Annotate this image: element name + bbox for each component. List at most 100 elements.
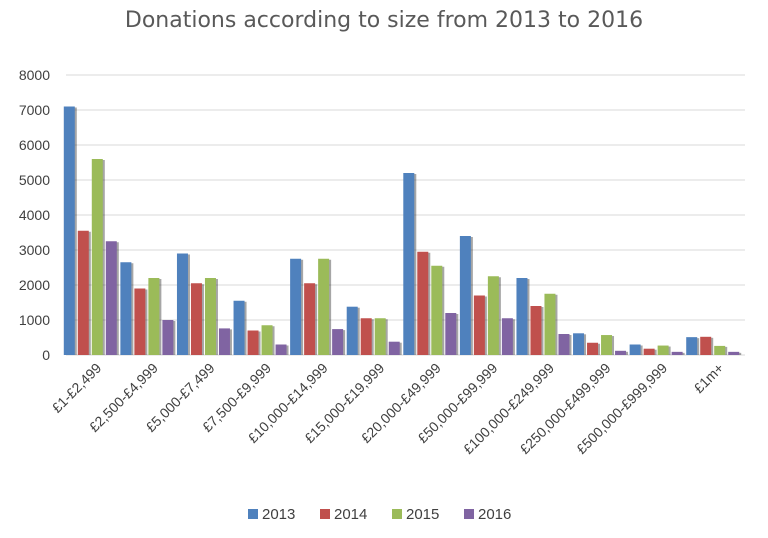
y-tick-label: 6000 bbox=[19, 137, 50, 153]
bar bbox=[473, 295, 485, 355]
bar-shadow bbox=[710, 337, 714, 355]
bar-shadow bbox=[483, 296, 487, 355]
bar-shadow bbox=[87, 231, 91, 355]
bar-shadow bbox=[583, 334, 587, 355]
bar bbox=[261, 325, 273, 355]
bar bbox=[487, 276, 499, 355]
legend-swatch bbox=[392, 509, 402, 519]
bar bbox=[218, 328, 230, 355]
y-axis: 0 1000 2000 3000 4000 5000 6000 7000 8000 bbox=[19, 67, 50, 363]
bar-shadow bbox=[724, 346, 728, 355]
bar bbox=[615, 350, 627, 355]
x-axis: £1-£2,499£2,500-£4,999£5,000-£7,499£7,50… bbox=[49, 360, 727, 457]
legend-label: 2016 bbox=[478, 506, 511, 523]
bar bbox=[587, 342, 599, 355]
bar bbox=[629, 344, 641, 355]
bar-shadow bbox=[497, 277, 501, 355]
bar bbox=[275, 344, 287, 355]
bar bbox=[290, 258, 302, 355]
legend-label: 2013 bbox=[262, 506, 295, 523]
bar-shadow bbox=[186, 254, 190, 355]
bar bbox=[120, 262, 132, 355]
bar bbox=[134, 288, 146, 355]
bar-shadow bbox=[370, 319, 374, 355]
bar bbox=[91, 159, 103, 355]
bar bbox=[388, 341, 400, 355]
bar bbox=[601, 335, 613, 355]
y-tick-label: 4000 bbox=[19, 207, 50, 223]
bar bbox=[671, 351, 683, 355]
bar bbox=[176, 253, 188, 355]
bar bbox=[247, 330, 259, 355]
bar bbox=[714, 345, 726, 355]
bar-shadow bbox=[667, 346, 671, 355]
bar-shadow bbox=[526, 279, 530, 355]
y-tick-label: 5000 bbox=[19, 172, 50, 188]
legend-swatch bbox=[464, 509, 474, 519]
bar bbox=[360, 318, 372, 355]
bar-shadow bbox=[356, 307, 360, 355]
bar-shadow bbox=[568, 335, 572, 355]
bar-shadow bbox=[243, 301, 247, 355]
bar bbox=[643, 348, 655, 355]
bar bbox=[332, 329, 344, 355]
bar bbox=[105, 241, 117, 355]
bar bbox=[445, 313, 457, 355]
y-tick-label: 1000 bbox=[19, 312, 50, 328]
bar bbox=[686, 337, 698, 355]
bar-shadow bbox=[285, 345, 289, 355]
y-tick-label: 2000 bbox=[19, 277, 50, 293]
bar bbox=[148, 278, 160, 355]
bar bbox=[501, 318, 513, 355]
bar bbox=[204, 278, 216, 355]
bar bbox=[233, 300, 245, 355]
bar bbox=[162, 320, 174, 355]
bar-shadow bbox=[441, 266, 445, 355]
bar-shadow bbox=[611, 336, 615, 355]
bar-shadow bbox=[101, 160, 105, 355]
bar-shadow bbox=[158, 279, 162, 355]
bar-shadow bbox=[681, 352, 685, 355]
bar-shadow bbox=[554, 294, 558, 355]
bar bbox=[558, 334, 570, 355]
bar-shadow bbox=[653, 349, 657, 355]
bar-shadow bbox=[469, 237, 473, 355]
chart-title: Donations according to size from 2013 to… bbox=[124, 8, 644, 33]
bars bbox=[63, 106, 742, 355]
bar-shadow bbox=[257, 331, 261, 355]
bar bbox=[700, 336, 712, 355]
bar-shadow bbox=[172, 321, 176, 355]
y-tick-label: 8000 bbox=[19, 67, 50, 83]
bar bbox=[63, 106, 75, 355]
bar bbox=[657, 345, 669, 355]
bar-shadow bbox=[540, 307, 544, 355]
legend-label: 2015 bbox=[406, 506, 439, 523]
bar-shadow bbox=[413, 174, 417, 355]
bar-shadow bbox=[597, 343, 601, 355]
bar bbox=[516, 278, 528, 355]
bar bbox=[77, 230, 89, 355]
bar-shadow bbox=[427, 252, 431, 355]
bar-shadow bbox=[130, 263, 134, 355]
bar-shadow bbox=[511, 319, 515, 355]
bar-shadow bbox=[342, 330, 346, 355]
legend: 2013 2014 2015 2016 bbox=[248, 506, 511, 523]
bar bbox=[403, 173, 415, 355]
bar bbox=[728, 351, 740, 355]
bar-shadow bbox=[300, 259, 304, 355]
bar-shadow bbox=[625, 351, 629, 355]
bar bbox=[530, 306, 542, 355]
bar bbox=[417, 251, 429, 355]
bar-shadow bbox=[738, 352, 742, 355]
bar-shadow bbox=[314, 284, 318, 355]
legend-swatch bbox=[320, 509, 330, 519]
bar-shadow bbox=[384, 319, 388, 355]
x-tick-label: £1-£2,499 bbox=[49, 360, 105, 416]
x-tick-label: £1m+ bbox=[690, 360, 726, 396]
bar-shadow bbox=[214, 279, 218, 355]
bar bbox=[318, 258, 330, 355]
bar bbox=[374, 318, 386, 355]
bar bbox=[459, 236, 471, 355]
